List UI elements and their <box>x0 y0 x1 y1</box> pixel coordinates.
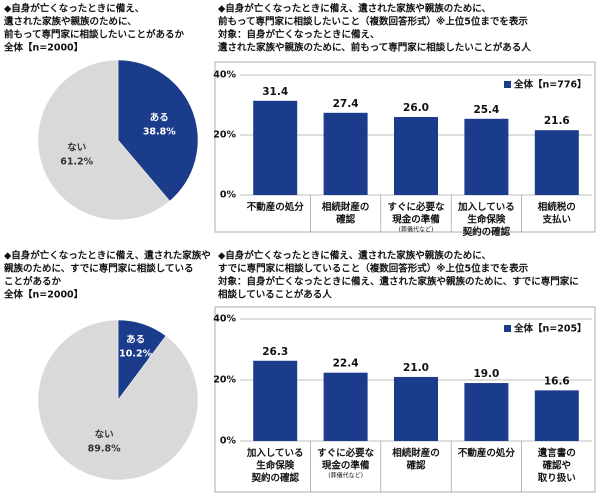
value-label: 19.0 <box>473 368 499 380</box>
chart-title: 親族のために、すでに専門家に相談している <box>4 263 194 275</box>
chart-title: 前もって専門家に相談したいことがあるか <box>4 29 185 41</box>
value-label: 25.4 <box>473 104 499 116</box>
chart-subtitle: 全体【n=2000】 <box>3 289 83 301</box>
slice-label: ある <box>126 333 145 345</box>
slice-label: ある <box>150 111 169 123</box>
bar <box>394 376 438 441</box>
chart-title: ◆自身が亡くなったときに備え、 <box>4 3 144 15</box>
value-label: 22.4 <box>333 358 359 370</box>
chart-title: ◆自身が亡くなったときに備え、遺された家族や親族のために、 <box>218 3 491 15</box>
chart-title: 前もって専門家に相談したいこと（複数回答形式）※上位5位までを表示 <box>218 16 528 28</box>
value-label: 26.3 <box>262 346 288 358</box>
chart-title: ◆自身が亡くなったときに備え、遺された家族や親族のために、 <box>218 250 491 262</box>
chart-title: 対象：自身が亡くなったときに備え、 <box>217 29 380 41</box>
bar <box>464 383 509 441</box>
bar <box>464 118 509 195</box>
legend-label: 全体【n=776】 <box>513 79 587 91</box>
chart-title: ことがあるか <box>4 276 62 288</box>
category-label: 遺言書の確認や取り扱い <box>537 447 576 484</box>
pie-slice <box>37 59 171 221</box>
chart-title: 遺された家族や親族のために、 <box>3 16 137 28</box>
bar <box>323 112 368 195</box>
category-label: 不動産の処分 <box>458 447 516 459</box>
category-label: すぐに必要な現金の準備 <box>387 201 445 226</box>
category-label: 不動産の処分 <box>247 201 305 213</box>
chart-frame <box>214 306 596 493</box>
y-tick-label: 0% <box>220 436 237 447</box>
category-note: (葬儀代など) <box>328 472 363 480</box>
category-label: 相続税の支払い <box>538 201 576 226</box>
chart-title: すでに専門家に相談していること（複数回答形式）※上位5位までを表示 <box>218 263 529 275</box>
y-tick-label: 40% <box>213 70 236 81</box>
bar <box>323 372 368 441</box>
y-tick-label: 20% <box>213 130 236 141</box>
chart-title: 相談していることがある人 <box>218 289 332 301</box>
chart-title: 対象：自身が亡くなったときに備え、遺された家族や親族のために、すでに専門家に <box>217 276 579 288</box>
slice-label: ない <box>67 143 86 154</box>
value-label: 26.0 <box>403 102 429 114</box>
value-label: 16.6 <box>544 375 570 387</box>
chart-title: ◆自身が亡くなったときに備え、遺された家族や <box>4 250 211 262</box>
category-note: (葬儀代など) <box>399 226 434 234</box>
pie-slice <box>37 319 199 481</box>
y-tick-label: 0% <box>220 190 237 201</box>
category-label: 相続財産の確認 <box>392 447 440 472</box>
y-tick-label: 40% <box>213 314 236 325</box>
bar <box>253 100 298 195</box>
value-label: 21.6 <box>544 115 570 127</box>
slice-value-label: 10.2% <box>119 348 152 359</box>
legend-swatch <box>504 81 511 88</box>
legend-swatch <box>504 325 511 332</box>
chart-title: 遺された家族や親族のために、前もって専門家に相談したいことがある人 <box>217 42 531 54</box>
y-tick-label: 20% <box>213 375 236 386</box>
category-label: 加入している生命保険契約の確認 <box>246 447 304 484</box>
bar <box>253 360 298 441</box>
chart-subtitle: 全体【n=2000】 <box>3 42 83 54</box>
category-label: 加入している生命保険契約の確認 <box>457 201 515 238</box>
pie-slice <box>117 59 199 202</box>
value-label: 21.0 <box>403 362 429 374</box>
slice-value-label: 89.8% <box>88 443 121 454</box>
bar <box>394 117 438 195</box>
slice-value-label: 38.8% <box>143 126 176 137</box>
category-label: すぐに必要な現金の準備 <box>317 447 375 472</box>
bar <box>534 130 579 195</box>
chart-frame <box>214 61 596 233</box>
slice-value-label: 61.2% <box>60 157 93 168</box>
legend-label: 全体【n=205】 <box>513 323 587 335</box>
value-label: 31.4 <box>262 86 288 98</box>
value-label: 27.4 <box>333 98 359 110</box>
bar <box>534 390 579 441</box>
slice-label: ない <box>95 429 114 440</box>
category-label: 相続財産の確認 <box>322 201 370 226</box>
